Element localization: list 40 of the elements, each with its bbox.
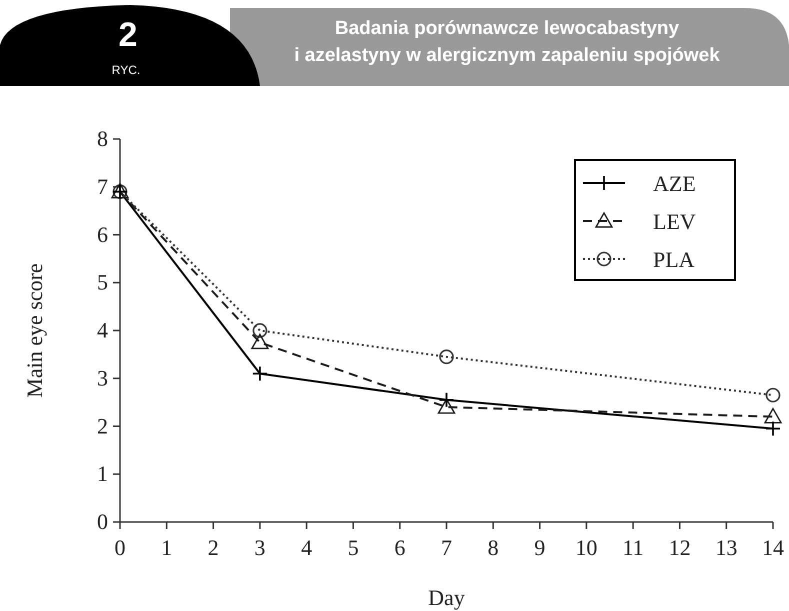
chart-title: Badania porównawcze lewocabastyny i azelastyny w alergicznym zapaleniu spojówek	[294, 18, 720, 66]
point	[252, 323, 268, 338]
point	[765, 420, 781, 437]
x-tick-label: 9	[534, 535, 546, 560]
point	[764, 408, 782, 424]
y-tick-label: 2	[97, 413, 108, 438]
point	[439, 350, 454, 364]
point	[252, 366, 268, 382]
point	[438, 392, 454, 408]
y-tick-label: 3	[97, 365, 108, 390]
x-tick-label: 5	[348, 535, 359, 560]
x-tick-label: 3	[254, 535, 266, 560]
legend-label: PLA	[653, 247, 695, 272]
x-tick-label: 13	[715, 535, 738, 560]
x-tick-label: 6	[394, 535, 406, 560]
y-tick-label: 0	[97, 509, 108, 534]
x-tick-label: 14	[762, 535, 784, 560]
y-axis-title: Main eye score	[22, 263, 47, 398]
x-tick-label: 0	[114, 535, 126, 560]
y-tick-label: 5	[97, 270, 108, 295]
x-tick-label: 12	[668, 535, 691, 560]
x-tick-label: 10	[575, 535, 598, 560]
legend-label: LEV	[653, 209, 696, 234]
y-tick-label: 6	[97, 222, 108, 247]
x-tick-label: 11	[622, 535, 644, 560]
x-tick-label: 7	[441, 535, 452, 560]
x-tick-label: 1	[161, 535, 172, 560]
x-axis-title: Day	[428, 585, 465, 610]
x-tick-label: 8	[488, 535, 499, 560]
y-tick-label: 8	[97, 126, 108, 151]
point	[251, 334, 269, 350]
legend-label: AZE	[653, 171, 696, 196]
x-tick-label: 2	[208, 535, 219, 560]
y-tick-label: 4	[97, 318, 108, 342]
point	[766, 388, 780, 402]
x-tick-label: 4	[301, 535, 312, 560]
text: RYC.	[112, 63, 140, 77]
y-tick-label: 7	[97, 174, 108, 199]
point	[438, 398, 456, 414]
y-tick-label: 1	[97, 461, 108, 486]
